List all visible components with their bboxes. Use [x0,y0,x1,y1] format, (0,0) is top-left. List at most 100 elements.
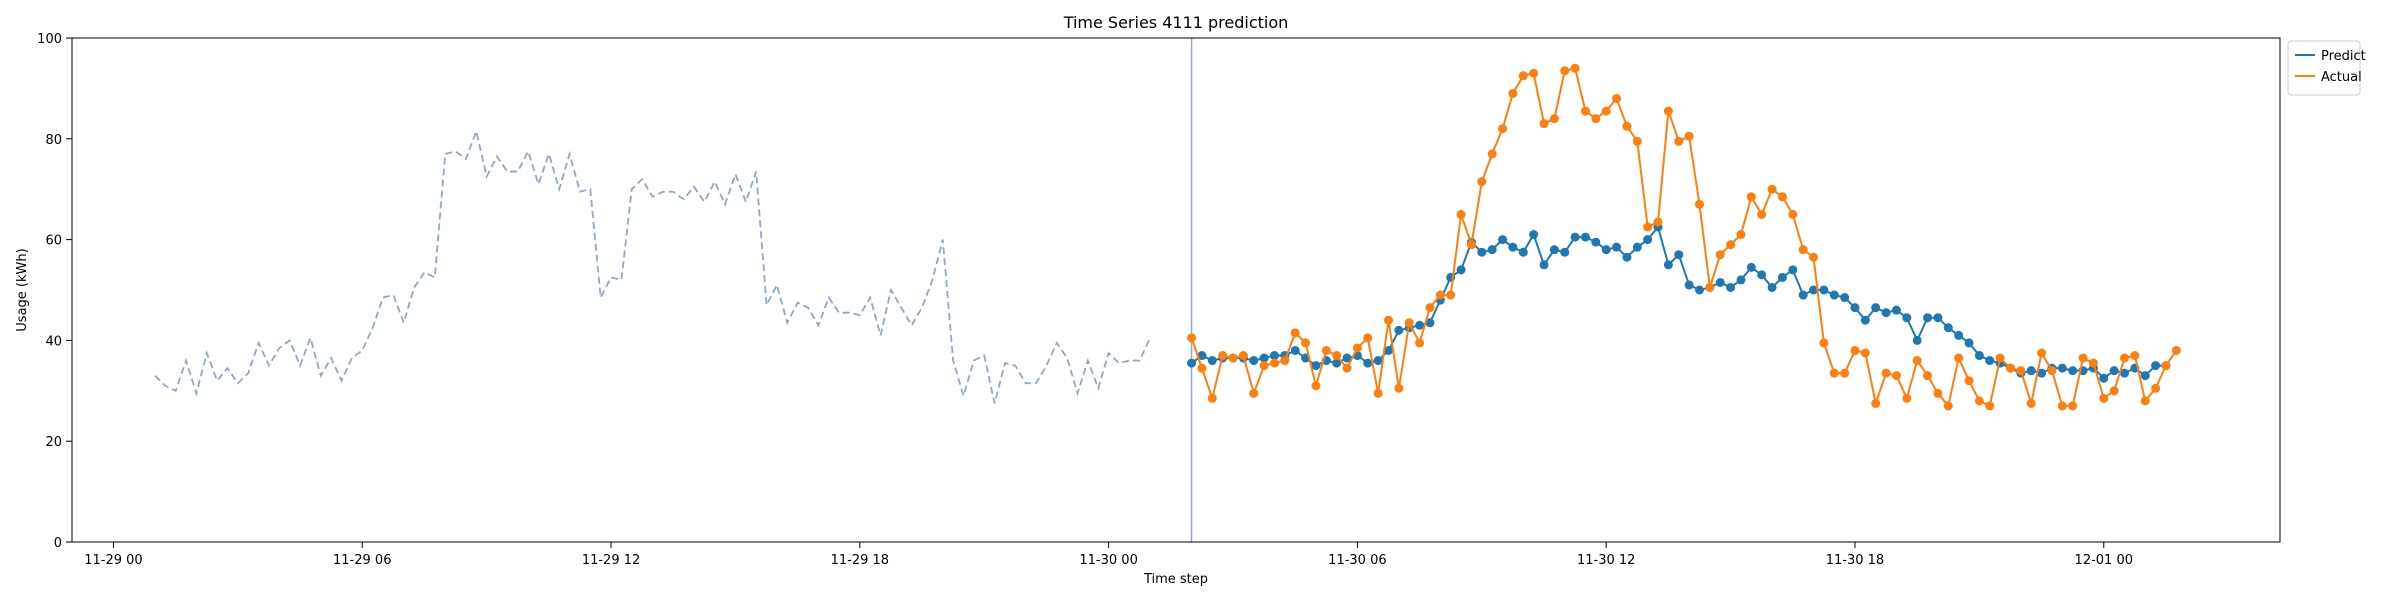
actual-point [1249,388,1259,398]
actual-point [1363,333,1373,343]
actual-point [1840,368,1850,378]
y-tick-label: 20 [45,435,62,450]
predict-point [1311,361,1321,371]
predict-point [1290,345,1300,355]
predict-point [1612,242,1622,252]
actual-point [1663,106,1673,116]
actual-point [2057,401,2067,411]
actual-point [1964,376,1974,386]
predict-point [1746,262,1756,272]
actual-point [1974,396,1984,406]
predict-point [1912,335,1922,345]
actual-point [2016,366,2026,376]
actual-point [1798,245,1808,255]
predict-point [1850,303,1860,313]
x-tick-label: 11-29 06 [333,553,391,568]
actual-point [1549,114,1559,124]
predict-point [1425,318,1435,328]
predict-point [1663,260,1673,270]
predict-point [1187,358,1197,368]
actual-point [1912,356,1922,366]
x-axis-label: Time step [1143,572,1208,587]
x-tick-label: 11-30 12 [1577,553,1635,568]
actual-point [2171,345,2181,355]
actual-point [1580,106,1590,116]
actual-point [1601,106,1611,116]
actual-point [1415,338,1425,348]
actual-point [1902,393,1912,403]
predict-point [1684,280,1694,290]
actual-point [1777,192,1787,202]
x-tick-label: 11-29 18 [831,553,889,568]
actual-point [2088,358,2098,368]
predict-point [1591,237,1601,247]
predict-point [1518,247,1528,257]
actual-point [1539,119,1549,129]
predict-point [1415,320,1425,330]
actual-point [1352,343,1362,353]
predict-point [1694,285,1704,295]
actual-point [2109,386,2119,396]
legend: Predict Actual [2287,40,2366,96]
predict-point [1829,290,1839,300]
predict-point [2026,366,2036,376]
predict-point [1767,282,1777,292]
actual-point [2005,363,2015,373]
actual-point [1218,351,1228,361]
y-tick-label: 80 [45,133,62,148]
actual-point [2026,398,2036,408]
predict-point [1954,330,1964,340]
actual-point [1477,177,1487,187]
predict-point [1508,242,1518,252]
actual-point [1850,345,1860,355]
actual-point [1529,68,1539,78]
actual-point [1280,356,1290,366]
predict-point [2037,368,2047,378]
predict-point [1860,315,1870,325]
actual-point [1891,371,1901,381]
actual-point [2068,401,2078,411]
actual-point [1746,192,1756,202]
plot-area [154,38,2181,542]
predict-point [2151,361,2161,371]
predict-point [1332,358,1342,368]
predict-point [1840,293,1850,303]
predict-point [1819,285,1829,295]
actual-point [2140,396,2150,406]
actual-point [1207,393,1217,403]
actual-point [1923,371,1933,381]
x-tick-label: 11-30 06 [1328,553,1386,568]
x-tick-label: 11-30 00 [1079,553,1137,568]
predict-point [1777,272,1787,282]
predict-point [1560,247,1570,257]
x-tick-label: 11-30 18 [1826,553,1884,568]
actual-point [1332,351,1342,361]
predict-point [1207,356,1217,366]
actual-point [1311,381,1321,391]
x-tick-label: 12-01 00 [2075,553,2133,568]
predict-point [1788,265,1798,275]
predict-point [1674,250,1684,260]
actual-point [2120,353,2130,363]
predict-point [1985,356,1995,366]
actual-point [1705,282,1715,292]
actual-point [2161,361,2171,371]
predict-point [1964,338,1974,348]
actual-point [1498,124,1508,134]
predict-point [1529,230,1539,240]
actual-point [1995,353,2005,363]
actual-point [1425,303,1435,313]
actual-point [2037,348,2047,358]
actual-point [1643,222,1653,232]
predict-point [1622,252,1632,262]
actual-point [1394,383,1404,393]
predict-point [1943,323,1953,333]
actual-point [1518,71,1528,81]
actual-point [1435,290,1445,300]
actual-point [1560,66,1570,76]
actual-point [1933,388,1943,398]
predict-point [1259,353,1269,363]
actual-point [1943,401,1953,411]
actual-point [1570,63,1580,73]
actual-point [1715,250,1725,260]
